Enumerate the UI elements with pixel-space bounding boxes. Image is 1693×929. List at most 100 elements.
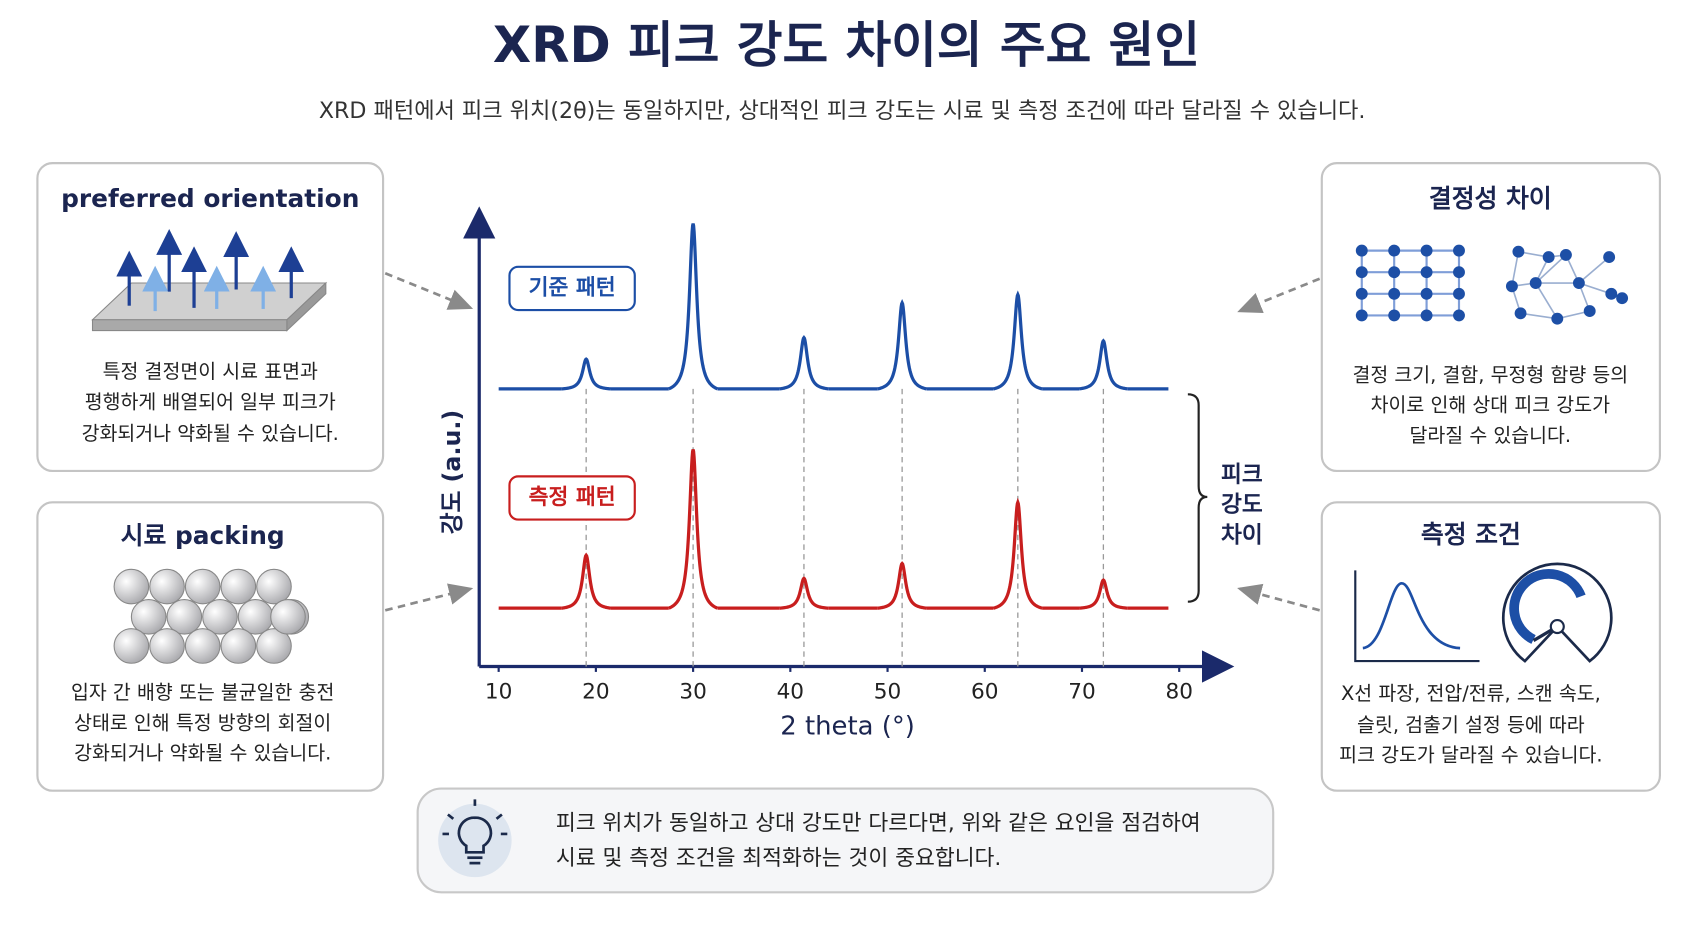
panel-title: 시료 packing [121, 521, 285, 550]
atom [1616, 292, 1629, 305]
panel-text: 결정 크기, 결함, 무정형 함량 등의 [1352, 363, 1628, 386]
panel-text: 슬릿, 검출기 설정 등에 따라 [1357, 713, 1585, 736]
note-text: 피크 위치가 동일하고 상대 강도만 다르다면, 위와 같은 요인을 점검하여 [556, 811, 1201, 836]
atom [1388, 266, 1401, 279]
peak [561, 552, 611, 610]
x-tick-label: 50 [874, 679, 901, 704]
measure-icon [1354, 562, 1613, 663]
atom [1355, 266, 1368, 279]
atom [1388, 309, 1401, 322]
atom [1514, 307, 1527, 320]
atom [1551, 312, 1564, 325]
particle [256, 628, 292, 664]
arrows [384, 272, 1321, 612]
particle [166, 598, 203, 635]
bond [1520, 312, 1558, 320]
panel [1320, 162, 1661, 473]
atom [1529, 277, 1542, 289]
particle [130, 598, 167, 635]
panel-text: 차이로 인해 상대 피크 강도가 [1371, 394, 1610, 417]
panel-title: 측정 조건 [1421, 520, 1521, 549]
particle [256, 568, 292, 605]
atom [1388, 244, 1401, 257]
particle [220, 628, 257, 664]
atom [1505, 280, 1518, 293]
atom [1559, 248, 1572, 261]
atom [1603, 251, 1616, 264]
note-box [416, 787, 1275, 894]
x-tick-label: 20 [582, 679, 609, 704]
peak [1078, 578, 1128, 610]
panel-title: preferred orientation [61, 184, 359, 213]
atom [1420, 244, 1433, 257]
particle [184, 628, 221, 664]
panel-text: 피크 강도가 달라질 수 있습니다. [1339, 744, 1602, 767]
particle [113, 568, 150, 605]
atom [1388, 287, 1401, 300]
panel-text: 달라질 수 있습니다. [1410, 424, 1572, 447]
panel-title: 결정성 차이 [1429, 184, 1552, 213]
peak [1078, 338, 1128, 391]
bulb-icon [438, 799, 512, 878]
particle [202, 598, 238, 635]
peak [561, 357, 611, 391]
atom [1605, 287, 1618, 300]
peak [779, 334, 829, 391]
legend-label: 기준 패턴 [529, 275, 616, 300]
annotation: 피크 [1221, 462, 1263, 488]
packing-icon [113, 568, 310, 664]
atom [1420, 266, 1433, 279]
subtitle: XRD 패턴에서 피크 위치(2θ)는 동일하지만, 상대적인 피크 강도는 시… [319, 98, 1366, 124]
x-tick-label: 40 [777, 679, 804, 704]
x-tick-label: 10 [485, 679, 512, 704]
peak [779, 576, 829, 610]
peak [877, 298, 927, 391]
atom [1453, 244, 1465, 257]
particle [113, 628, 150, 664]
legend-label: 측정 패턴 [529, 485, 616, 510]
atom [1512, 245, 1525, 258]
x-tick-label: 60 [971, 679, 998, 704]
peak [993, 290, 1043, 391]
y-axis-label: 강도 (a.u.) [438, 410, 466, 535]
peak [993, 497, 1043, 610]
atom [1355, 309, 1368, 322]
bond [1534, 282, 1558, 320]
crystal-icon [1355, 244, 1629, 325]
orientation-icon [91, 229, 328, 332]
panel-text: 강화되거나 약화될 수 있습니다. [74, 742, 331, 765]
atom [1453, 266, 1465, 279]
panel-text: X선 파장, 전압/전류, 스캔 속도, [1341, 682, 1601, 705]
atom [1420, 309, 1433, 322]
atom [1355, 287, 1368, 300]
panel-text: 입자 간 배향 또는 불균일한 충전 [71, 681, 334, 704]
x-tick-label: 70 [1068, 679, 1095, 704]
particle [220, 568, 257, 605]
title: XRD 피크 강도 차이의 주요 원인 [493, 16, 1200, 74]
panel-text: 강화되거나 약화될 수 있습니다. [82, 422, 339, 445]
x-axis-label: 2 theta (°) [780, 711, 915, 741]
peak [668, 223, 719, 391]
particle [149, 628, 185, 664]
atom [1542, 251, 1555, 264]
annotation: 강도 [1221, 492, 1263, 518]
bond [1578, 256, 1610, 284]
atom [1420, 287, 1433, 300]
atom [1453, 309, 1465, 322]
atom [1572, 277, 1585, 289]
particle [237, 598, 274, 635]
peak [877, 561, 927, 610]
bond [1535, 254, 1567, 284]
atom [1583, 305, 1596, 318]
atom [1453, 287, 1465, 300]
particle [184, 568, 221, 605]
x-tick-label: 80 [1165, 679, 1192, 704]
panel-text: 평행하게 배열되어 일부 피크가 [85, 390, 336, 413]
particle [270, 598, 306, 635]
legend-box [508, 475, 636, 521]
legend-box [508, 265, 636, 312]
x-tick-label: 30 [679, 679, 706, 704]
particle [149, 568, 185, 605]
